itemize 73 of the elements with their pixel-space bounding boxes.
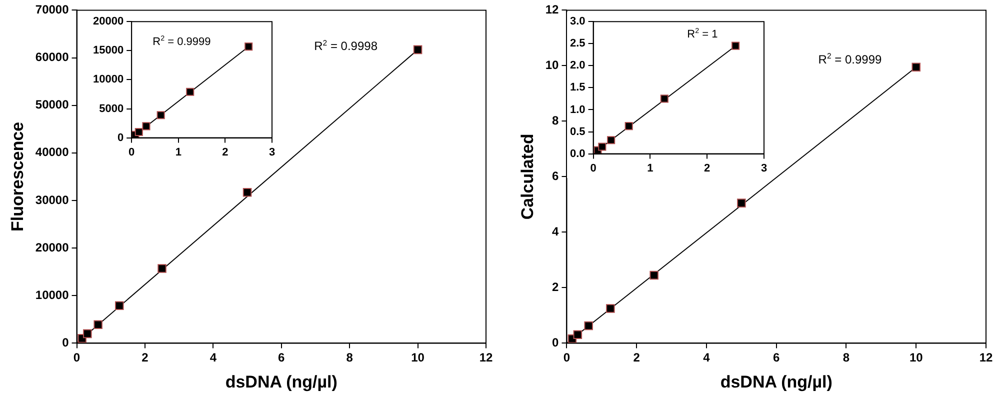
y-tick-label: 12 — [545, 2, 560, 17]
point — [606, 304, 615, 313]
x-tick-label: 4 — [210, 350, 217, 365]
y-tick-label: 1.0 — [570, 104, 586, 116]
x-tick-label: 10 — [909, 350, 924, 365]
x-axis-title: dsDNA (ng/µl) — [225, 372, 338, 392]
x-tick-label: 6 — [278, 350, 286, 365]
y-tick-label: 0 — [117, 132, 124, 144]
y-tick-label: 15000 — [92, 44, 124, 57]
y-tick-label: 20000 — [35, 240, 70, 254]
y-tick-label: 50000 — [35, 98, 70, 112]
point — [158, 264, 166, 273]
point — [912, 62, 921, 72]
point — [732, 42, 740, 50]
y-tick-label: 4 — [552, 224, 560, 239]
point — [607, 136, 616, 144]
point — [624, 122, 633, 130]
y-tick-label: 5000 — [99, 102, 124, 115]
point — [156, 111, 165, 120]
point — [244, 42, 253, 51]
point — [83, 329, 92, 338]
x-tick-label: 0 — [128, 146, 135, 158]
x-tick-label: 2 — [222, 146, 228, 158]
y-tick-label: 0.0 — [570, 148, 586, 160]
point — [115, 301, 124, 310]
point — [573, 330, 582, 339]
point — [186, 88, 194, 96]
y-tick-label: 2.5 — [570, 38, 586, 50]
x-tick-label: 3 — [760, 162, 768, 174]
y-tick-label: 70000 — [35, 2, 70, 17]
y-tick-label: 0.5 — [570, 126, 586, 138]
point — [94, 320, 102, 330]
y-tick-label: 8 — [552, 114, 560, 128]
x-tick-label: 1 — [175, 146, 182, 158]
x-tick-label: 8 — [346, 350, 354, 365]
point — [598, 142, 606, 151]
y-tick-label: 3.0 — [570, 16, 586, 28]
y-tick-label: 10000 — [92, 74, 124, 86]
point — [413, 45, 422, 54]
y-axis-title: Calculated — [518, 134, 537, 220]
y-tick-label: 2.0 — [570, 60, 586, 72]
x-tick-label: 12 — [479, 350, 493, 365]
y-tick-label: 10000 — [35, 288, 70, 302]
x-tick-label: 8 — [842, 350, 850, 365]
point — [134, 128, 143, 136]
y-tick-label: 10 — [545, 58, 560, 72]
x-tick-label: 12 — [979, 350, 993, 365]
x-axis-title: dsDNA (ng/µl) — [720, 372, 832, 392]
x-tick-label: 10 — [411, 350, 425, 365]
point — [650, 270, 658, 280]
point — [737, 198, 746, 208]
x-tick-label: 4 — [703, 350, 710, 365]
x-tick-label: 2 — [142, 350, 149, 365]
x-tick-label: 0 — [590, 162, 596, 174]
x-tick-label: 2 — [704, 162, 710, 174]
x-tick-label: 3 — [268, 146, 276, 158]
y-axis-title: Fluorescence — [8, 122, 27, 232]
y-tick-label: 0 — [62, 336, 70, 350]
point — [584, 321, 593, 330]
point — [142, 122, 150, 130]
y-tick-label: 2 — [552, 280, 560, 294]
y-tick-label: 60000 — [35, 50, 70, 64]
y-tick-label: 30000 — [35, 192, 70, 207]
y-tick-label: 20000 — [92, 16, 124, 28]
point — [242, 188, 252, 197]
x-tick-label: 6 — [773, 350, 780, 365]
y-tick-label: 0 — [552, 336, 560, 350]
x-tick-label: 1 — [647, 162, 654, 174]
y-tick-label: 1.5 — [570, 82, 586, 94]
x-tick-label: 0 — [73, 350, 80, 365]
x-tick-label: 2 — [633, 350, 640, 365]
point — [660, 94, 668, 103]
y-tick-label: 40000 — [35, 145, 70, 160]
